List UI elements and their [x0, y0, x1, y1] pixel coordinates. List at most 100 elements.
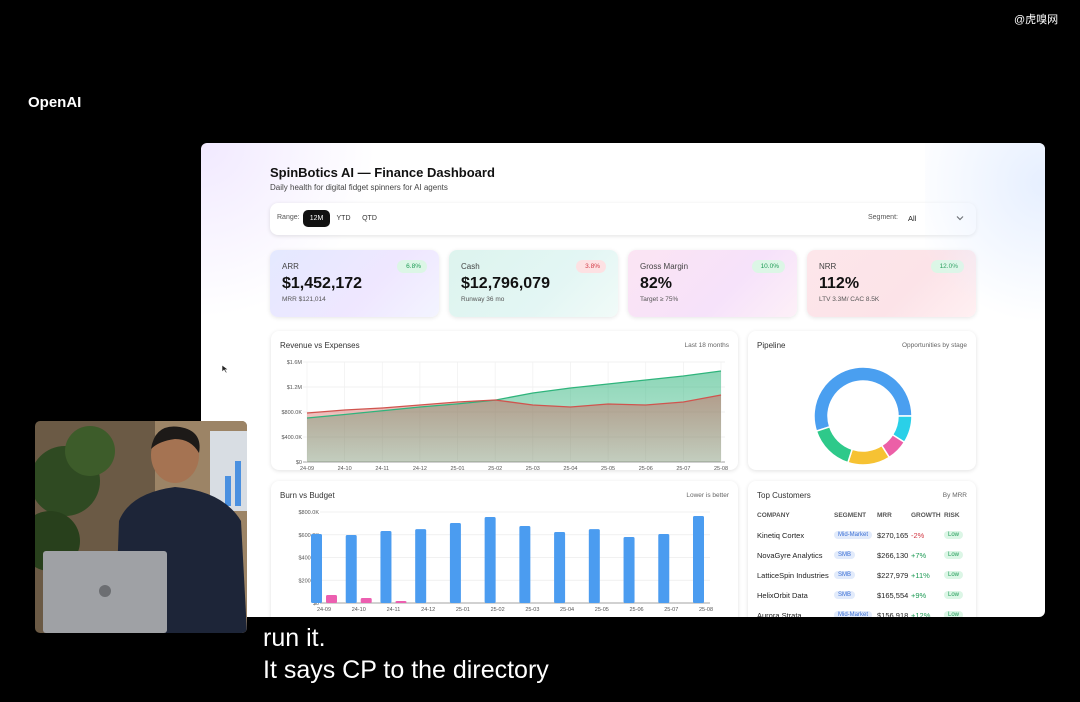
range-label: Range: — [277, 214, 300, 221]
x-tick-label: 24-10 — [352, 607, 366, 613]
column-header: COMPANY — [757, 512, 790, 519]
x-tick-label: 24-11 — [387, 607, 401, 613]
column-header: RISK — [944, 512, 960, 519]
pill: Low — [944, 611, 964, 617]
y-tick-label: $0 — [313, 601, 319, 607]
pill: SMB — [834, 591, 856, 599]
pipeline-chart — [813, 366, 913, 466]
kpi-badge: 12.0% — [930, 260, 964, 273]
kpi-value: 112% — [819, 275, 860, 292]
donut-slice — [815, 425, 854, 464]
segment-value: All — [908, 214, 917, 223]
pill: Low — [944, 591, 964, 599]
bar — [658, 533, 670, 603]
segment-select[interactable]: All — [902, 209, 969, 228]
kpi-change: 3.8% — [585, 263, 600, 270]
table-cell: HelixOrbit Data — [757, 591, 808, 600]
customers-card: Top Customers By MRR COMPANY SEGMENT MRR GR… — [748, 481, 976, 617]
x-tick-label: 25-05 — [601, 466, 615, 470]
bar — [449, 523, 461, 603]
bar — [360, 597, 372, 603]
x-tick-label: 24-09 — [300, 466, 314, 470]
y-tick-label: $200.0K — [299, 578, 320, 584]
x-tick-label: 25-08 — [714, 466, 728, 470]
kpi-label: Gross Margin — [640, 262, 689, 271]
revenue-card: $0 $400.0K $800.0K $1.2M $1.6M 24-09 24-10 24-1… — [271, 331, 738, 470]
bar — [345, 534, 357, 603]
bar — [519, 525, 531, 603]
pill: SMB — [834, 551, 856, 559]
range-button[interactable]: 12M — [303, 210, 330, 227]
bar — [484, 517, 496, 603]
y-tick-label: $1.6M — [287, 360, 303, 366]
x-tick-label: 25-06 — [639, 466, 653, 470]
pill: Low — [944, 531, 964, 539]
kpi-label: ARR — [282, 262, 299, 271]
kpi-label: NRR — [819, 262, 837, 271]
x-tick-label: 25-07 — [676, 466, 690, 470]
pill: Mid-Market — [834, 611, 873, 617]
x-tick-label: 25-02 — [491, 607, 505, 613]
area — [307, 395, 721, 462]
table-cell: Kinetiq Cortex — [757, 531, 805, 540]
x-tick-label: 25-04 — [563, 466, 577, 470]
x-tick-label: 24-11 — [375, 466, 389, 470]
table-title: Top Customers — [757, 491, 811, 500]
kpi-card: Gross Margin 82% Target ≥ 75% 10.0% — [628, 250, 797, 317]
segment-label: Segment: — [868, 214, 898, 221]
kpi-value: 82% — [640, 275, 673, 292]
burn-chart: $0 $200.0K $400.0K $600.0K $800.0K 24-09 24-10… — [299, 510, 714, 613]
range-button[interactable]: QTD — [362, 215, 377, 222]
pill: Low — [944, 571, 964, 579]
kpi-label: Cash — [461, 262, 480, 271]
x-tick-label: 25-03 — [526, 466, 540, 470]
chart-note: Lower is better — [686, 492, 729, 499]
line — [306, 370, 722, 419]
column-header: SEGMENT — [834, 512, 867, 519]
y-tick-label: $800.0K — [299, 510, 320, 516]
bar — [588, 529, 600, 603]
dashboard-title: SpinBotics AI — Finance Dashboard — [270, 165, 495, 180]
filter-bar: Range: 12M YTD QTD Segment: All — [270, 203, 976, 235]
chevron — [956, 216, 964, 221]
burn-card: $0 $200.0K $400.0K $600.0K $800.0K 24-09 24-10… — [271, 481, 738, 617]
column-header: MRR — [877, 512, 892, 519]
y-tick-label: $0 — [296, 460, 302, 466]
kpi-note: LTV 3.3M/ CAC 8.5K — [819, 296, 880, 303]
bar — [623, 537, 635, 603]
kpi-note: Target ≥ 75% — [640, 296, 679, 303]
table-cell: +7% — [911, 551, 927, 560]
x-tick-label: 24-10 — [338, 466, 352, 470]
pipeline-card: Pipeline Opportunities by stage — [748, 331, 976, 470]
chart-title: Pipeline — [757, 341, 786, 350]
chart-title: Burn vs Budget — [280, 491, 335, 500]
bar — [380, 530, 392, 603]
range-button[interactable]: YTD — [336, 215, 351, 222]
x-tick-label: 25-08 — [699, 607, 713, 613]
kpi-card: ARR $1,452,172 MRR $121,014 6.8% — [270, 250, 439, 317]
caption: It says CP to the directory — [263, 656, 549, 684]
y-tick-label: $600.0K — [299, 533, 320, 539]
caption: run it. — [263, 624, 326, 652]
kpi-value: $1,452,172 — [282, 275, 363, 292]
chart-note: Last 18 months — [684, 342, 729, 349]
logo: OpenAI — [28, 94, 82, 111]
kpi-note: Runway 36 mo — [461, 296, 505, 303]
pill: Mid-Market — [834, 531, 873, 539]
table-cell: $266,130 — [877, 551, 909, 560]
chart-note: Opportunities by stage — [901, 342, 967, 349]
x-tick-label: 25-06 — [630, 607, 644, 613]
donut-slice — [846, 444, 891, 466]
kpi-badge: 3.8% — [576, 260, 606, 273]
kpi-badge: 10.0% — [751, 260, 785, 273]
y-tick-label: $800.0K — [282, 410, 303, 416]
donut-slice — [813, 366, 913, 433]
table-cell: +12% — [911, 611, 931, 617]
revenue-chart: $0 $400.0K $800.0K $1.2M $1.6M 24-09 24-10 24-1… — [282, 360, 729, 470]
y-tick-label: $1.2M — [287, 385, 303, 391]
table-cell: LatticeSpin Industries — [757, 571, 829, 580]
kpi-change: 10.0% — [760, 263, 779, 270]
x-tick-label: 25-05 — [595, 607, 609, 613]
video-inset — [35, 421, 247, 633]
table-note: By MRR — [942, 492, 967, 499]
